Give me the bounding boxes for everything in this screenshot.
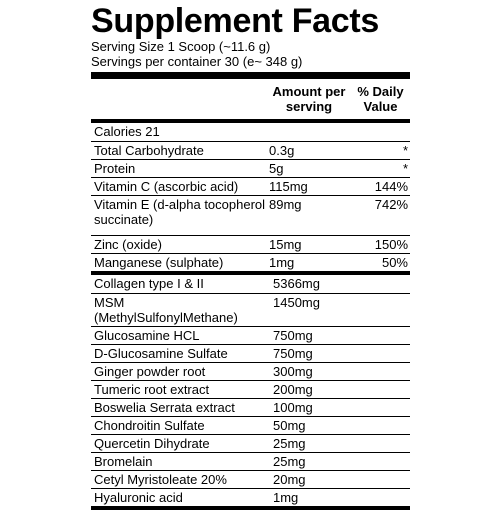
nutrient-amount: 0.3g xyxy=(269,143,295,158)
thick-divider xyxy=(91,72,410,79)
ingredient-amount: 25mg xyxy=(273,436,306,451)
ingredient-row: MSM (MethylSulfonylMethane) 1450mg xyxy=(91,293,410,326)
ingredient-row: D-Glucosamine Sulfate 750mg xyxy=(91,344,410,362)
ingredient-name: Collagen type I & II xyxy=(94,276,204,291)
nutrient-name: Vitamin E (d-alpha tocopherol succinate) xyxy=(94,197,266,227)
ingredient-row: Hyaluronic acid 1mg xyxy=(91,488,410,506)
nutrient-name: Manganese (sulphate) xyxy=(94,255,224,270)
ingredient-list: Collagen type I & II 5366mg MSM (MethylSul… xyxy=(91,275,410,506)
nutrient-name: Vitamin C (ascorbic acid) xyxy=(94,179,239,194)
nutrient-name: Protein xyxy=(94,161,136,176)
nutrient-row: Vitamin C (ascorbic acid) 115mg 144% xyxy=(91,177,410,195)
nutrient-amount: 15mg xyxy=(269,237,302,252)
nutrient-daily-value: * xyxy=(402,143,408,158)
ingredient-amount: 50mg xyxy=(273,418,306,433)
nutrient-amount: 5g xyxy=(269,161,284,176)
ingredient-amount: 300mg xyxy=(273,364,313,379)
ingredient-name: Quercetin Dihydrate xyxy=(94,436,210,451)
section-divider xyxy=(91,271,410,275)
nutrient-list: Total Carbohydrate 0.3g * Protein 5g * Vitamin… xyxy=(91,141,410,271)
ingredient-name: Tumeric root extract xyxy=(94,382,210,397)
ingredient-name: Boswelia Serrata extract xyxy=(94,400,235,415)
nutrient-daily-value: 50% xyxy=(381,255,408,270)
ingredient-name: Ginger powder root xyxy=(94,364,206,379)
ingredient-name: Bromelain xyxy=(94,454,153,469)
ingredient-row: Cetyl Myristoleate 20% 20mg xyxy=(91,470,410,488)
ingredient-name: MSM (MethylSulfonylMethane) xyxy=(94,295,238,325)
ingredient-amount: 1mg xyxy=(273,490,299,505)
nutrient-amount: 1mg xyxy=(269,255,295,270)
ingredient-amount: 200mg xyxy=(273,382,313,397)
ingredient-row: Chondroitin Sulfate 50mg xyxy=(91,416,410,434)
ingredient-amount: 750mg xyxy=(273,328,313,343)
nutrient-daily-value: 150% xyxy=(374,237,408,252)
header-divider xyxy=(91,119,410,123)
ingredient-name: Chondroitin Sulfate xyxy=(94,418,205,433)
nutrient-daily-value: * xyxy=(402,161,408,176)
calories-row: Calories 21 xyxy=(91,123,410,141)
ingredient-name: Glucosamine HCL xyxy=(94,328,200,343)
ingredient-name: Hyaluronic acid xyxy=(94,490,183,505)
ingredient-amount: 1450mg xyxy=(273,295,320,310)
ingredient-amount: 25mg xyxy=(273,454,306,469)
nutrient-row: Vitamin E (d-alpha tocopherol succinate)… xyxy=(91,195,410,235)
ingredient-amount: 5366mg xyxy=(273,276,320,291)
ingredient-row: Ginger powder root 300mg xyxy=(91,362,410,380)
ingredient-name: Cetyl Myristoleate 20% xyxy=(94,472,227,487)
ingredient-name: D-Glucosamine Sulfate xyxy=(94,346,228,361)
nutrient-amount: 89mg xyxy=(269,197,302,212)
daily-value-header: % Daily Value xyxy=(357,84,404,114)
ingredient-row: Quercetin Dihydrate 25mg xyxy=(91,434,410,452)
ingredient-row: Glucosamine HCL 750mg xyxy=(91,326,410,344)
nutrient-amount: 115mg xyxy=(269,179,308,194)
bottom-divider xyxy=(91,506,410,510)
nutrient-daily-value: 144% xyxy=(374,179,408,194)
ingredient-row: Boswelia Serrata extract 100mg xyxy=(91,398,410,416)
panel-title: Supplement Facts xyxy=(91,2,380,40)
nutrient-name: Zinc (oxide) xyxy=(94,237,162,252)
nutrient-row: Zinc (oxide) 15mg 150% xyxy=(91,235,410,253)
calories-label: Calories 21 xyxy=(94,124,160,139)
servings-per-container: Servings per container 30 (e~ 348 g) xyxy=(91,54,303,69)
ingredient-row: Collagen type I & II 5366mg xyxy=(91,275,410,293)
nutrient-row: Total Carbohydrate 0.3g * xyxy=(91,141,410,159)
ingredient-amount: 100mg xyxy=(273,400,313,415)
column-headers: Amount per serving % Daily Value xyxy=(91,79,410,119)
ingredient-amount: 20mg xyxy=(273,472,306,487)
amount-per-serving-header: Amount per serving xyxy=(272,84,346,114)
serving-size: Serving Size 1 Scoop (~11.6 g) xyxy=(91,39,271,54)
ingredient-row: Tumeric root extract 200mg xyxy=(91,380,410,398)
ingredient-amount: 750mg xyxy=(273,346,313,361)
nutrient-row: Protein 5g * xyxy=(91,159,410,177)
nutrient-name: Total Carbohydrate xyxy=(94,143,204,158)
supplement-facts-panel: Supplement Facts Serving Size 1 Scoop (~… xyxy=(91,3,410,510)
nutrient-daily-value: 742% xyxy=(374,197,408,212)
nutrient-row: Manganese (sulphate) 1mg 50% xyxy=(91,253,410,271)
ingredient-row: Bromelain 25mg xyxy=(91,452,410,470)
